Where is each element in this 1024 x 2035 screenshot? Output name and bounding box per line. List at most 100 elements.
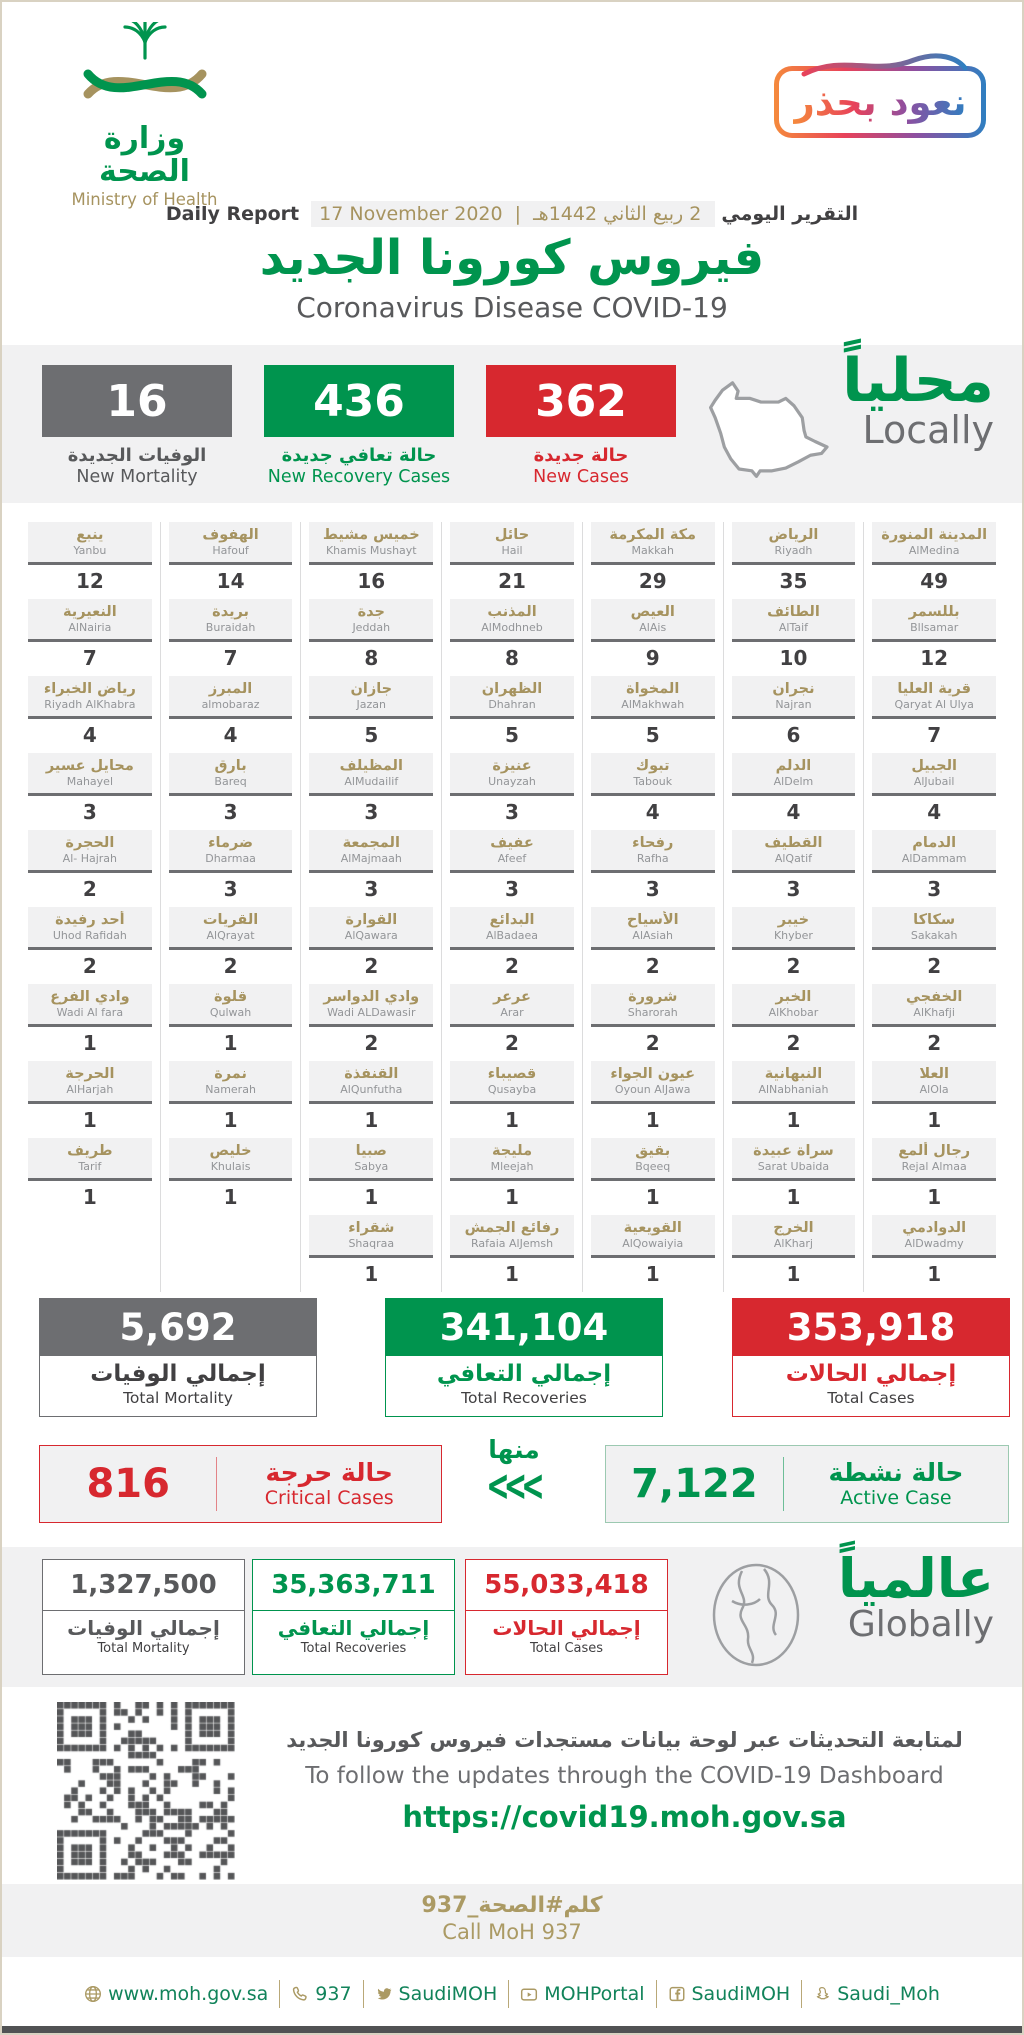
footer-link-saudi-moh[interactable]: Saudi_Moh: [802, 1980, 951, 2008]
saudi-arabia-map-icon: [695, 355, 833, 495]
city-name-box: النعيرية AlNairia: [28, 599, 152, 642]
city-name-en: Tarif: [78, 1160, 102, 1174]
city-name-ar: شرورة: [628, 989, 678, 1005]
daily-report-label-ar: التقرير اليومي: [721, 203, 859, 225]
city-name-box: ينبع Yanbu: [28, 522, 152, 565]
city-cell-alqowaiyia: القويعية AlQowaiyia 1: [590, 1215, 715, 1292]
new-recoveries-label-en: New Recovery Cases: [267, 467, 451, 487]
footer-link-www-moh-gov-sa[interactable]: www.moh.gov.sa: [73, 1979, 281, 2008]
city-name-box: نمرة Namerah: [168, 1061, 293, 1104]
city-name-ar: العيص: [630, 604, 675, 620]
city-cell-alnairia: النعيرية AlNairia 7: [28, 599, 152, 676]
city-name-box: النبهانية AlNabhaniah: [731, 1061, 856, 1104]
city-name-en: AlBadaea: [485, 929, 539, 943]
city-name-box: رفائع الجمش Rafaia AlJemsh: [450, 1215, 574, 1258]
city-name-en: Jazan: [356, 698, 387, 712]
city-cell-almedina: المدينة المنورة AlMedina 49: [872, 522, 997, 599]
city-name-box: بللسمر Bllsamar: [872, 599, 997, 642]
total-mortality-value: 5,692: [39, 1298, 317, 1356]
footer-link-mohportal[interactable]: MOHPortal: [509, 1979, 657, 2008]
city-name-ar: رياض الخبراء: [43, 681, 136, 697]
city-name-en: AlKhafji: [913, 1006, 955, 1020]
city-name-ar: سراة عبيدة: [753, 1143, 834, 1159]
city-new-cases-value: 1: [364, 1107, 379, 1132]
footer-link-saudimoh[interactable]: SaudiMOH: [657, 1979, 803, 2008]
footer-link-saudimoh[interactable]: SaudiMOH: [364, 1979, 510, 2008]
global-total-cases-value: 55,033,418: [466, 1560, 667, 1611]
footer-link-label: SaudiMOH: [398, 1982, 498, 2005]
critical-cases-box: 816 حالة حرجة Critical Cases: [39, 1445, 442, 1523]
city-name-box: أحد رفيدة Uhod Rafidah: [28, 907, 152, 950]
city-name-en: Shaqraa: [348, 1237, 395, 1251]
city-cell-altaif: الطائف AlTaif 10: [731, 599, 856, 676]
city-name-en: Qaryat Al Ulya: [894, 698, 974, 712]
total-cases-label-ar: إجمالي الحالات: [785, 1361, 957, 1387]
city-cell-qaryat-al-ulya: قرية العليا Qaryat Al Ulya 7: [872, 676, 997, 753]
globally-heading-arabic: عالمياً: [838, 1547, 994, 1610]
city-name-box: قصيباء Qusayba: [450, 1061, 574, 1104]
city-cell-oyoun-aljawa: عيون الجواء Oyoun AlJawa 1: [590, 1061, 715, 1138]
city-new-cases-value: 7: [927, 722, 942, 747]
city-name-en: AlHarjah: [66, 1083, 114, 1097]
city-cell-aldelm: الدلم AlDelm 4: [731, 753, 856, 830]
city-name-ar: بارق: [214, 758, 247, 774]
city-new-cases-value: 5: [364, 722, 379, 747]
dashboard-url-link[interactable]: https://covid19.moh.gov.sa: [402, 1800, 847, 1834]
city-name-en: Khulais: [210, 1160, 251, 1174]
city-cell-tabouk: تبوك Tabouk 4: [590, 753, 715, 830]
twitter-icon: [375, 1985, 393, 2003]
city-name-en: Bareq: [214, 775, 247, 789]
badge-inner: نعود بحذر: [779, 71, 981, 133]
total-recoveries-label-en: Total Recoveries: [461, 1389, 587, 1407]
city-name-box: قرية العليا Qaryat Al Ulya: [872, 676, 997, 719]
city-name-box: شقراء Shaqraa: [309, 1215, 434, 1258]
city-name-ar: القطيف: [764, 835, 823, 851]
city-new-cases-value: 1: [927, 1184, 942, 1209]
city-cell-khulais: خليص Khulais 1: [168, 1138, 293, 1215]
city-new-cases-value: 2: [82, 953, 97, 978]
city-cell-qulwah: قلوة Qulwah 1: [168, 984, 293, 1061]
city-cell-alharjah: الحرجة AlHarjah 1: [28, 1061, 152, 1138]
locally-heading-arabic: محلياً: [842, 346, 994, 416]
city-new-cases-value: 1: [505, 1261, 519, 1286]
moh-logo-english: Ministry of Health: [71, 190, 218, 209]
moh-logo-icon: [70, 17, 220, 122]
city-name-box: خيبر Khyber: [731, 907, 856, 950]
city-name-box: الرياض Riyadh: [731, 522, 856, 565]
city-name-ar: قرية العليا: [897, 681, 972, 697]
city-name-ar: مكة المكرمة: [609, 527, 697, 543]
city-name-en: Mahayel: [66, 775, 113, 789]
city-name-box: وادي الدواسر Wadi ALDawasir: [309, 984, 434, 1027]
city-name-ar: رفحاء: [632, 835, 674, 851]
dashboard-info: لمتابعة التحديثات عبر لوحة بيانات مستجدا…: [247, 1728, 1002, 1834]
city-name-en: Yanbu: [73, 544, 107, 558]
city-cell-bllsamar: بللسمر Bllsamar 12: [872, 599, 997, 676]
city-cell-dhahran: الظهران Dhahran 5: [450, 676, 574, 753]
footer-link-937[interactable]: 937: [280, 1979, 364, 2008]
city-name-en: AlNabhaniah: [758, 1083, 829, 1097]
city-cell-sabya: صبيا Sabya 1: [309, 1138, 434, 1215]
city-name-ar: خيبر: [777, 912, 810, 928]
locally-stat-new-recoveries: 436 حالة تعافي جديدة New Recovery Cases: [264, 365, 454, 487]
city-name-en: AlOla: [919, 1083, 949, 1097]
city-name-box: المبرز almobaraz: [168, 676, 293, 719]
city-name-ar: القنفذة: [344, 1066, 399, 1082]
city-cell-tarif: طريف Tarif 1: [28, 1138, 152, 1215]
city-name-box: شرورة Sharorah: [590, 984, 715, 1027]
city-cell-alais: العيص AlAis 9: [590, 599, 715, 676]
footer-links: www.moh.gov.sa 937 SaudiMOH MOHPortal SaudiM…: [2, 1957, 1022, 2030]
city-new-cases-value: 35: [779, 568, 808, 593]
city-cell-wadi-al-fara: وادي الفرع Wadi Al fara 1: [28, 984, 152, 1061]
city-name-ar: جازان: [350, 681, 393, 697]
city-cell-alqunfutha: القنفذة AlQunfutha 1: [309, 1061, 434, 1138]
total-mortality-label-ar: إجمالي الوفيات: [90, 1361, 266, 1387]
city-cell-wadi-aldawasir: وادي الدواسر Wadi ALDawasir 2: [309, 984, 434, 1061]
city-name-box: القويعية AlQowaiyia: [590, 1215, 715, 1258]
city-name-ar: بريدة: [212, 604, 249, 620]
of-which-label: منها: [488, 1435, 540, 1464]
city-name-en: Mleejah: [490, 1160, 534, 1174]
city-name-ar: الدوادمي: [902, 1220, 967, 1236]
city-name-en: Sabya: [354, 1160, 389, 1174]
city-name-en: Khamis Mushayt: [325, 544, 417, 558]
